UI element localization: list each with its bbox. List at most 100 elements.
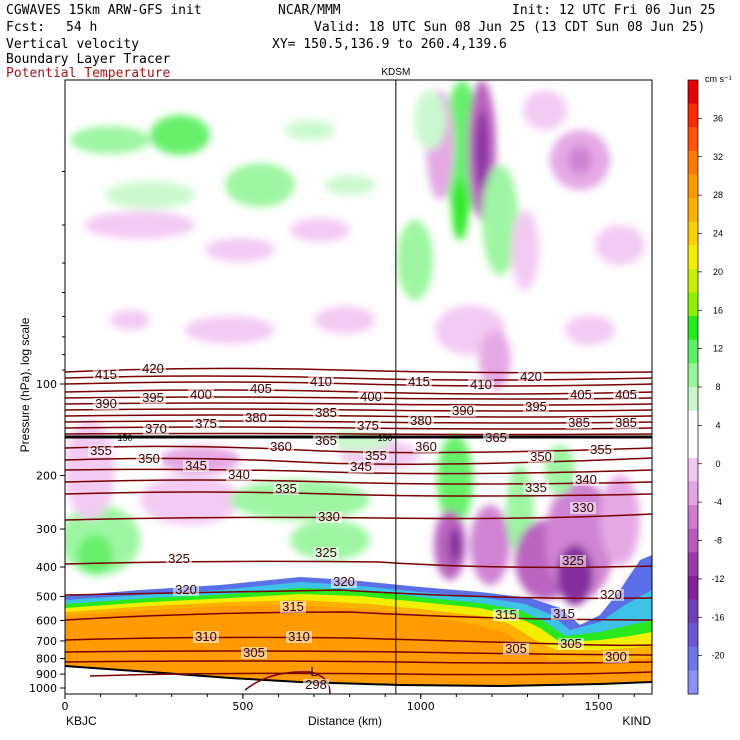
valid-time: Valid: 18 UTC Sun 08 Jun 25 (13 CDT Sun …: [314, 20, 706, 35]
colorbar-label: -8: [714, 536, 722, 546]
theta-label-bg: [303, 679, 329, 691]
theta-label-bg: [523, 482, 549, 494]
theta-label: 305: [505, 641, 527, 656]
colorbar-swatch: [688, 198, 698, 223]
theta-label-bg: [523, 401, 549, 413]
terrain: [65, 666, 652, 694]
theta-label-bg: [88, 445, 114, 457]
y-tick-label: 600: [36, 615, 57, 628]
colorbar-label: 8: [715, 382, 720, 392]
theta-label-bg: [183, 460, 209, 472]
theta-label-bg: [313, 547, 339, 559]
theta-label: 380: [410, 413, 432, 428]
theta-label-bg: [193, 631, 219, 643]
colorbar-swatch: [688, 646, 698, 671]
theta-label: 320: [333, 574, 355, 589]
theta-label: 325: [168, 551, 190, 566]
y-tick-label: 900: [36, 668, 57, 681]
theta-label-bg: [348, 461, 374, 473]
colorbar: 36 32 28 24 20 16 12 8 4 0 -4 -8 -12 -16 -20: [687, 79, 725, 695]
theta-label: 355: [590, 442, 612, 457]
y-tick-label: 200: [36, 470, 57, 483]
colorbar-swatch: [688, 363, 698, 388]
theta-label: 310: [195, 629, 217, 644]
theta-label: 298: [305, 677, 327, 692]
colorbar-label: 16: [713, 305, 723, 315]
colorbar-swatch: [688, 457, 698, 482]
xy-coordinates: XY= 150.5,136.9 to 260.4,139.6: [272, 37, 507, 52]
theta-label: 385: [568, 415, 590, 430]
y-tick-label: 400: [36, 561, 57, 574]
theta-label-bg: [558, 638, 584, 650]
colorbar-swatch: [688, 174, 698, 199]
theta-label: 335: [525, 480, 547, 495]
theta-label-bg: [136, 453, 162, 465]
theta-label-bg: [573, 474, 599, 486]
colorbar-unit: cm s⁻¹: [705, 74, 732, 84]
theta-label-bg: [280, 601, 306, 613]
colorbar-label: 32: [713, 152, 723, 162]
theta-label-bg: [528, 451, 554, 463]
colorbar-swatch: [688, 481, 698, 506]
theta-label: 360: [270, 439, 292, 454]
colorbar-label: -4: [714, 497, 722, 507]
theta-label: 365: [485, 430, 507, 445]
colorbar-swatch: [688, 434, 698, 459]
plot-frame: [64, 79, 653, 695]
theta-label: 320: [600, 587, 622, 602]
theta-label: 405: [570, 387, 592, 402]
fcst-label: Fcst:: [6, 20, 46, 35]
theta-label: 350: [530, 449, 552, 464]
theta-label-bg: [560, 555, 586, 567]
theta-label: 320: [175, 582, 197, 597]
theta-label-bg: [358, 391, 384, 403]
field-vertical-velocity: Vertical velocity: [6, 37, 140, 52]
colorbar-label: 20: [713, 267, 723, 277]
theta-label-bg: [226, 469, 252, 481]
theta-label-bg: [273, 483, 299, 495]
theta-label-bg: [166, 553, 192, 565]
colorbar-swatch: [688, 80, 698, 105]
init-time: Init: 12 UTC Fri 06 Jun 25: [512, 3, 716, 18]
theta-label: 385: [315, 405, 337, 420]
theta-label: 340: [575, 472, 597, 487]
colorbar-swatch: [688, 292, 698, 317]
theta-label: 365: [315, 433, 337, 448]
colorbar-swatch: [688, 221, 698, 246]
start-station-label: KBJC: [66, 714, 97, 728]
colorbar-swatch: [688, 528, 698, 553]
theta-label-bg: [603, 651, 629, 663]
theta-label-bg: [468, 379, 494, 391]
theta-label-bg: [450, 405, 476, 417]
end-station-label: KIND: [622, 714, 651, 728]
colorbar-swatch: [688, 599, 698, 624]
theta-label-bg: [568, 389, 594, 401]
theta-label: 300: [605, 649, 627, 664]
y-tick-label: 500: [36, 590, 57, 603]
theta-label: 410: [470, 377, 492, 392]
theta-label: 355: [365, 448, 387, 463]
theta-label: 400: [360, 389, 382, 404]
theta-label: 305: [243, 645, 265, 660]
theta-label-bg: [363, 450, 389, 462]
theta-label-bg: [140, 363, 166, 375]
theta-label-bg: [193, 418, 219, 430]
velocity-field: [65, 80, 652, 694]
theta-labels: 298 300 305 305 305 310 310 315 315 315 320 320 320 3…: [88, 361, 639, 692]
theta-label: 360: [415, 439, 437, 454]
theta-label: 345: [350, 459, 372, 474]
field-potential-temperature: Potential Temperature: [6, 66, 171, 81]
theta-label-bg: [93, 398, 119, 410]
colorbar-swatch: [688, 387, 698, 412]
theta-label: 325: [562, 553, 584, 568]
colorbar-swatch: [688, 127, 698, 152]
theta-label: 400: [190, 387, 212, 402]
theta-label: 405: [250, 381, 272, 396]
theta-label: 380: [245, 410, 267, 425]
theta-label: 375: [357, 418, 379, 433]
theta-label-bg: [173, 584, 199, 596]
colorbar-label: -16: [711, 612, 724, 622]
x-tick-label: 1000: [407, 700, 435, 713]
y-tick-label: 100: [36, 378, 57, 391]
